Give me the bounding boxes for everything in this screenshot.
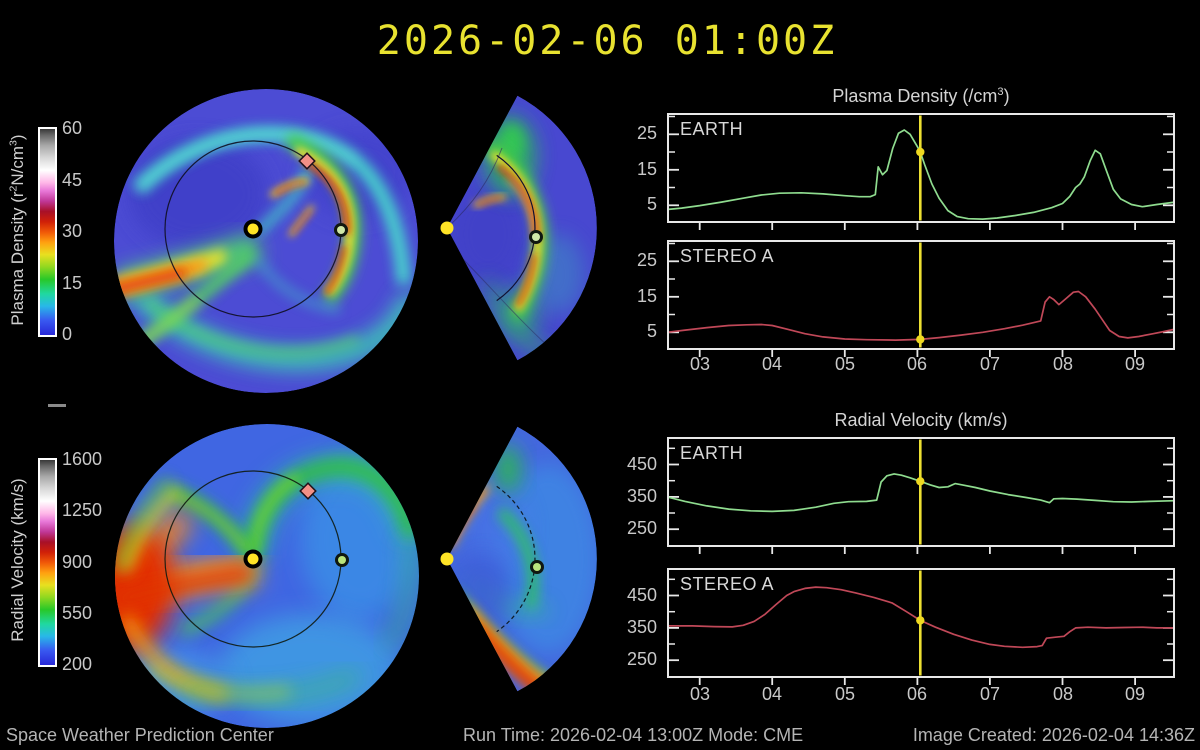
earth-velocity-plot: EARTH xyxy=(666,437,1176,557)
density-colorbar xyxy=(38,127,57,337)
footer-org: Space Weather Prediction Center xyxy=(6,725,274,745)
velocity-colorbar-tick-label: 1600 xyxy=(62,449,103,469)
velocity-wedge-heatmap xyxy=(447,426,597,692)
x-tick-label: 06 xyxy=(906,684,928,704)
density-disk-map xyxy=(114,89,418,393)
x-tick-label: 03 xyxy=(689,354,711,374)
stereo-a-marker xyxy=(298,152,316,170)
stereo-a-density-y-labels: 5 15 25 xyxy=(607,240,657,360)
density-plots-title: Plasma Density (/cm3) xyxy=(832,86,1010,106)
y-tick-label: 250 xyxy=(626,518,657,538)
density-colorbar-tick-label: 60 xyxy=(62,118,83,138)
x-tick-label: 08 xyxy=(1052,354,1074,374)
density-colorbar-tick-label: 0 xyxy=(62,324,73,344)
earth-density-plot-canvas xyxy=(666,113,1176,230)
stereo-a-velocity-plot-canvas xyxy=(666,568,1176,685)
current-time-marker xyxy=(916,477,925,486)
velocity-colorbar-tick-label: 200 xyxy=(62,654,93,674)
data-series-line xyxy=(666,473,1176,513)
density-x-axis-labels: 03 04 05 06 07 08 09 xyxy=(667,354,1175,378)
x-tick-label: 05 xyxy=(834,354,856,374)
y-tick-label: 250 xyxy=(626,649,657,669)
velocity-colorbar-label: Radial Velocity (km/s) xyxy=(8,478,27,642)
y-tick-label: 450 xyxy=(626,454,657,474)
plot-border xyxy=(667,240,1175,350)
velocity-x-axis-labels: 03 04 05 06 07 08 09 xyxy=(667,684,1175,708)
data-series-line xyxy=(666,290,1176,341)
density-colorbar-tick-label: 15 xyxy=(62,273,83,293)
velocity-colorbar-tick-label: 1250 xyxy=(62,500,103,520)
current-time-marker xyxy=(916,616,925,625)
earth-velocity-y-labels: 250 350 450 xyxy=(607,437,657,557)
x-tick-label: 04 xyxy=(761,684,783,704)
x-tick-label: 07 xyxy=(979,354,1001,374)
current-time-marker xyxy=(916,147,925,157)
stereo-a-density-plot-canvas xyxy=(666,240,1176,357)
x-tick-label: 04 xyxy=(761,354,783,374)
sun-marker xyxy=(243,219,263,239)
density-colorbar-tick-label: 30 xyxy=(62,221,83,241)
series-label-earth: EARTH xyxy=(680,119,744,139)
y-tick-label: 25 xyxy=(636,250,657,270)
series-label-stereo-a: STEREO A xyxy=(680,574,775,594)
earth-marker xyxy=(335,553,349,567)
page-title: 2026-02-06 01:00Z xyxy=(376,18,838,64)
sun-marker xyxy=(440,552,454,566)
density-colorbar-tick-label: 45 xyxy=(62,170,83,190)
x-tick-label: 09 xyxy=(1124,684,1146,704)
earth-marker xyxy=(334,223,348,237)
plot-border xyxy=(667,568,1175,678)
velocity-wedge-map xyxy=(440,426,597,692)
plot-border xyxy=(667,113,1175,223)
stereo-a-density-plot: STEREO A xyxy=(666,240,1176,360)
stereo-a-marker xyxy=(299,482,317,500)
y-tick-label: 450 xyxy=(626,585,657,605)
y-tick-label: 15 xyxy=(636,159,657,179)
density-disk-heatmap xyxy=(114,89,418,393)
x-tick-label: 06 xyxy=(906,354,928,374)
sun-marker xyxy=(243,549,263,569)
y-tick-label: 15 xyxy=(636,286,657,306)
footer-image-created: Image Created: 2026-02-04 14:36Z xyxy=(912,725,1195,745)
velocity-colorbar-tick-label: 900 xyxy=(62,552,93,572)
stereo-a-velocity-plot: STEREO A xyxy=(666,568,1176,688)
velocity-colorbar xyxy=(38,458,57,667)
data-series-line xyxy=(666,586,1176,649)
x-tick-label: 03 xyxy=(689,684,711,704)
earth-velocity-plot-canvas xyxy=(666,437,1176,554)
earth-density-y-labels: 5 15 25 xyxy=(607,113,657,233)
x-tick-label: 05 xyxy=(834,684,856,704)
x-tick-label: 07 xyxy=(979,684,1001,704)
y-tick-label: 350 xyxy=(626,617,657,637)
stereo-a-velocity-y-labels: 250 350 450 xyxy=(607,568,657,688)
y-tick-label: 350 xyxy=(626,486,657,506)
series-label-stereo-a: STEREO A xyxy=(680,246,775,266)
velocity-disk-heatmap xyxy=(115,424,419,728)
velocity-disk-map xyxy=(115,424,419,728)
density-colorbar-label: Plasma Density (r2N/cm3) xyxy=(7,134,27,326)
velocity-plots-title: Radial Velocity (km/s) xyxy=(834,410,1008,430)
dash-mark xyxy=(48,404,66,407)
data-series-line xyxy=(666,129,1176,220)
velocity-colorbar-tick-label: 550 xyxy=(62,603,93,623)
x-tick-label: 08 xyxy=(1052,684,1074,704)
y-tick-label: 5 xyxy=(646,321,657,341)
density-wedge-map xyxy=(440,95,597,361)
earth-density-plot: EARTH xyxy=(666,113,1176,233)
density-wedge-heatmap xyxy=(447,95,597,361)
footer-run-time: Run Time: 2026-02-04 13:00Z Mode: CME xyxy=(463,725,804,745)
series-label-earth: EARTH xyxy=(680,443,744,463)
x-tick-label: 09 xyxy=(1124,354,1146,374)
plot-border xyxy=(667,437,1175,547)
current-time-marker xyxy=(916,335,925,344)
sun-marker xyxy=(440,221,454,235)
y-tick-label: 25 xyxy=(636,123,657,143)
y-tick-label: 5 xyxy=(646,194,657,214)
earth-marker xyxy=(529,230,543,244)
earth-marker xyxy=(530,560,544,574)
